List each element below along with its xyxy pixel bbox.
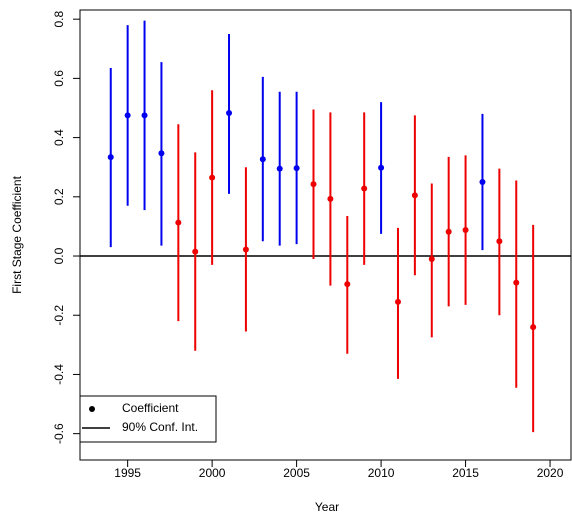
coefficient-point	[361, 185, 368, 192]
coefficient-point	[496, 238, 503, 245]
legend-point	[89, 406, 95, 412]
y-tick-label: 0.0	[52, 247, 66, 264]
coefficient-point	[310, 181, 317, 188]
y-tick-label: 0.8	[52, 11, 66, 28]
coefficient-point	[158, 150, 165, 157]
coefficient-point	[276, 165, 283, 172]
coefficient-point	[124, 112, 131, 119]
coefficient-point	[259, 156, 266, 163]
coefficient-point	[411, 192, 418, 199]
coefficient-point	[192, 248, 199, 255]
y-tick-label: 0.6	[52, 70, 66, 87]
coefficient-point	[242, 246, 249, 253]
coefficient-point	[445, 228, 452, 235]
legend-label: Coefficient	[122, 401, 179, 415]
coefficient-point	[428, 255, 435, 262]
coefficient-point	[209, 174, 216, 181]
coefficient-point	[344, 281, 351, 288]
x-axis-label: Year	[315, 500, 339, 514]
legend-box	[79, 395, 217, 443]
coefficient-point	[394, 298, 401, 305]
coefficient-point	[175, 219, 182, 226]
x-tick-label: 2015	[452, 466, 479, 480]
y-tick-label: 0.4	[52, 129, 66, 146]
y-tick-label: -0.6	[52, 423, 66, 444]
coefficient-point	[513, 279, 520, 286]
x-tick-label: 2000	[199, 466, 226, 480]
y-tick-label: 0.2	[52, 188, 66, 205]
coefficient-point	[327, 195, 334, 202]
plot-frame	[79, 9, 572, 461]
y-axis-label: First Stage Coefficient	[10, 175, 24, 293]
coefficient-point	[226, 110, 233, 117]
x-tick-label: 2005	[283, 466, 310, 480]
coefficient-point	[378, 164, 385, 171]
y-tick-label: -0.2	[52, 305, 66, 326]
x-tick-label: 2020	[537, 466, 564, 480]
coefficient-point	[107, 154, 114, 161]
coefficient-point	[293, 165, 300, 172]
x-tick-label: 2010	[368, 466, 395, 480]
coefficient-point	[141, 112, 148, 119]
coefficient-point	[462, 226, 469, 233]
legend-label: 90% Conf. Int.	[122, 420, 198, 434]
y-tick-label: -0.4	[52, 364, 66, 385]
coefficient-point	[479, 179, 486, 186]
coefficient-point	[530, 324, 537, 331]
x-tick-label: 1995	[114, 466, 141, 480]
